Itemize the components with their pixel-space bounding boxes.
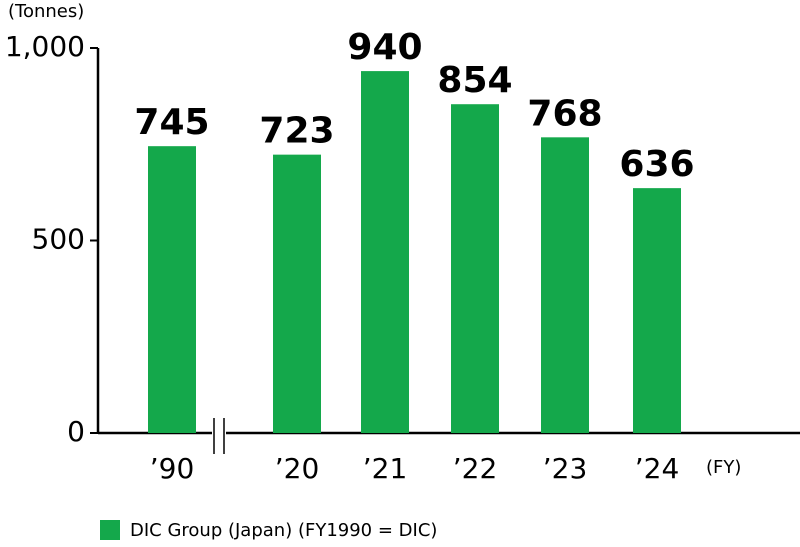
bar — [148, 146, 196, 434]
data-label: 636 — [619, 144, 694, 185]
x-tick-label: ’22 — [453, 452, 498, 485]
y-tick-label: 500 — [32, 223, 85, 256]
x-axis-label: (FY) — [706, 457, 741, 478]
bar — [633, 188, 681, 433]
data-label: 768 — [527, 93, 602, 134]
legend-swatch — [100, 520, 120, 540]
legend-label: DIC Group (Japan) (FY1990 = DIC) — [130, 520, 437, 541]
bar — [273, 154, 321, 433]
x-tick-label: ’90 — [150, 452, 195, 485]
data-label: 940 — [347, 27, 422, 68]
x-tick-label: ’21 — [363, 452, 408, 485]
y-tick-label: 0 — [67, 415, 85, 448]
data-label: 745 — [134, 102, 209, 143]
x-tick-label: ’23 — [543, 452, 588, 485]
axis-break-gap — [212, 418, 226, 454]
data-label: 854 — [437, 60, 512, 101]
data-label: 723 — [259, 111, 334, 152]
x-tick-label: ’24 — [635, 452, 680, 485]
bar — [361, 71, 409, 433]
x-tick-label: ’20 — [275, 452, 320, 485]
y-axis-label: (Tonnes) — [8, 1, 84, 22]
bar — [451, 104, 499, 434]
y-tick-label: 1,000 — [5, 30, 85, 63]
bar — [541, 137, 589, 433]
